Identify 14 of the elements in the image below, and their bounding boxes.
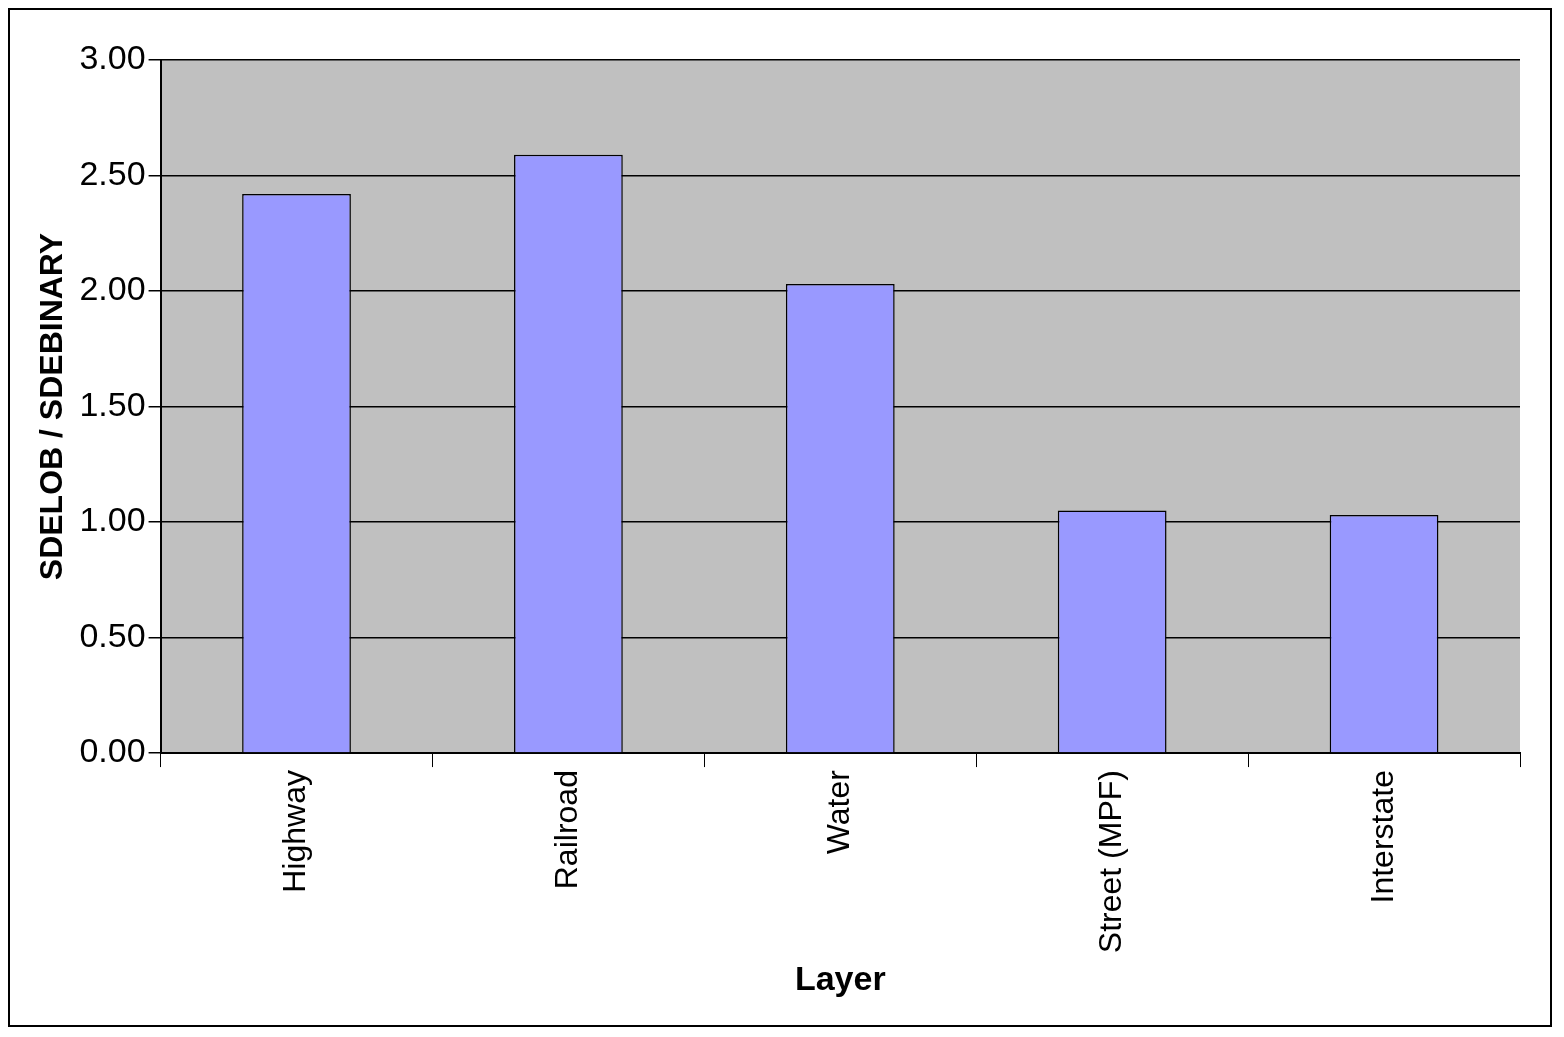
- y-tick-label: 0.50: [79, 615, 146, 654]
- y-tick-label: 2.50: [79, 153, 146, 192]
- x-tick-label: Street (MPF): [1092, 770, 1128, 954]
- x-tick-label: Railroad: [548, 770, 585, 890]
- x-tick-label: Highway: [276, 770, 313, 893]
- y-tick-label: 1.00: [79, 500, 146, 539]
- x-tick-label: Water: [820, 769, 857, 855]
- y-tick-label: 1.50: [79, 384, 146, 423]
- y-axis-title: SDELOB / SDEBINARY: [33, 232, 70, 581]
- x-tick-label: Interstate: [1363, 770, 1400, 904]
- y-tick-label: 2.00: [79, 269, 146, 308]
- y-tick-label: 3.00: [79, 38, 146, 77]
- y-tick-label: 0.00: [79, 731, 146, 770]
- x-axis-title: Layer: [794, 958, 886, 997]
